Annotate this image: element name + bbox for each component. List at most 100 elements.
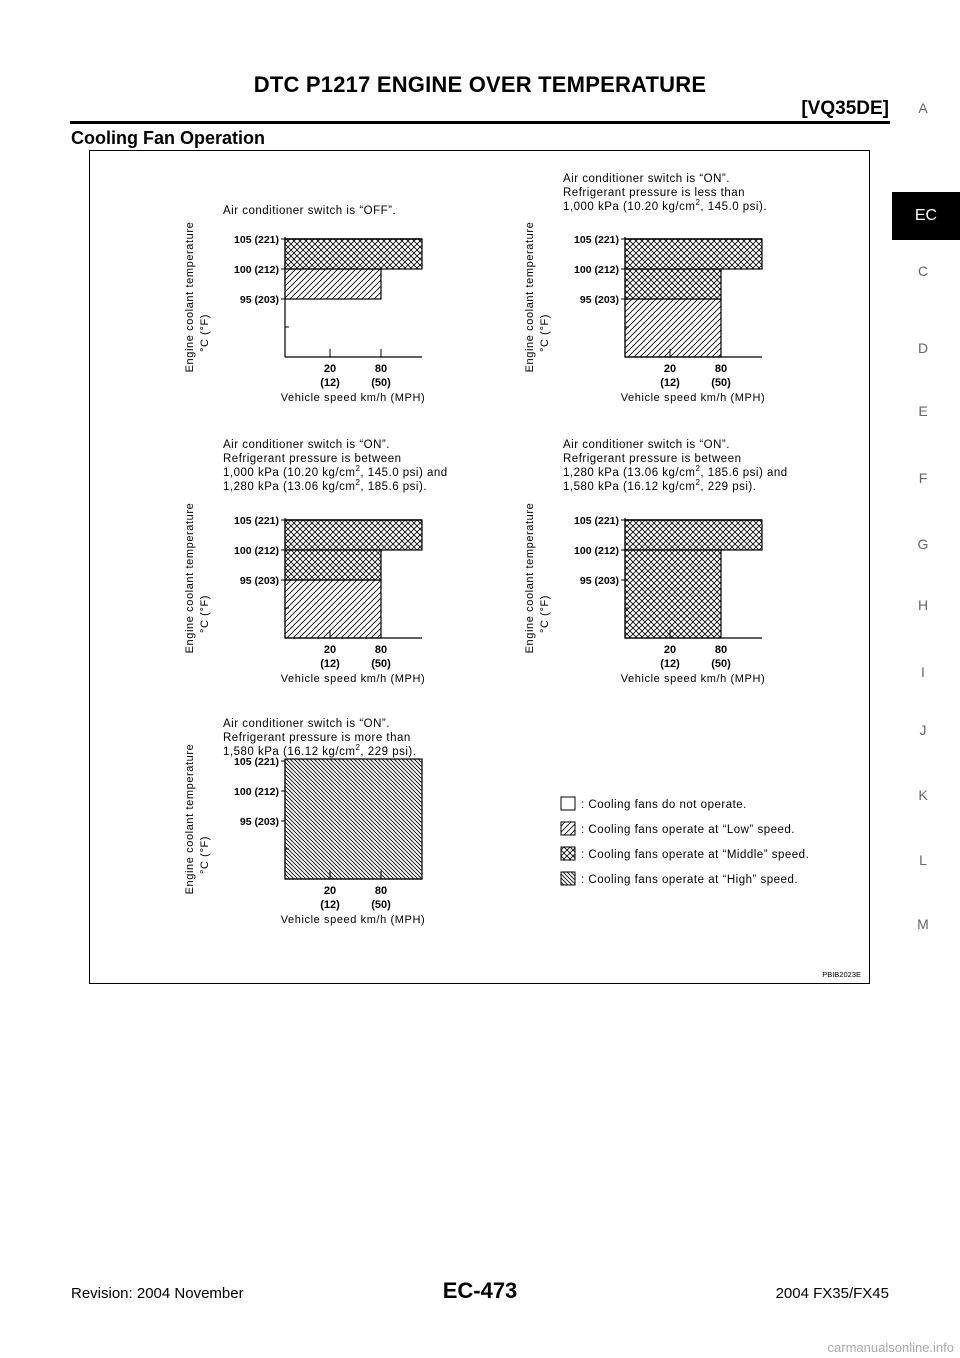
y-axis-label: Engine coolant temperature: [184, 744, 196, 895]
x-tick-label: 20: [664, 363, 676, 375]
x-tick-sublabel: (12): [320, 899, 340, 911]
y-tick-label: 95 (203): [580, 294, 619, 306]
side-tab-h[interactable]: H: [917, 597, 929, 613]
section-title: Cooling Fan Operation: [71, 128, 265, 148]
chart-condition-line: Air conditioner switch is “ON”.: [563, 439, 730, 451]
watermark: carmanualsonline.info: [827, 1340, 954, 1355]
y-tick-label: 95 (203): [580, 575, 619, 587]
fan-region-low: [284, 268, 382, 300]
x-tick-label: 80: [715, 363, 727, 375]
x-tick-label: 20: [664, 644, 676, 656]
x-tick-sublabel: (50): [711, 377, 731, 389]
side-tab-j[interactable]: J: [919, 722, 927, 738]
y-tick-label: 100 (212): [234, 545, 279, 557]
legend: : Cooling fans do not operate. : Cooling …: [560, 796, 809, 886]
fan-region-middle: [284, 549, 382, 581]
x-tick-sublabel: (12): [660, 377, 680, 389]
side-tab-k[interactable]: K: [918, 787, 928, 803]
chart-condition-line: Refrigerant pressure is between: [563, 453, 742, 465]
page-number: EC-473: [442, 1278, 518, 1303]
legend-label: : Cooling fans do not operate.: [581, 799, 747, 811]
x-axis-label: Vehicle speed km/h (MPH): [281, 914, 426, 926]
x-tick-sublabel: (50): [371, 658, 391, 670]
side-tab-g[interactable]: G: [917, 536, 929, 552]
cooling-fan-figure: 105 (221) 100 (212) 95 (203) 20 (12) 80 (50) Ve…: [89, 150, 870, 984]
fan-region-high: [284, 758, 423, 880]
side-tab-m[interactable]: M: [917, 916, 929, 932]
chart-condition-line: Refrigerant pressure is between: [223, 453, 402, 465]
x-tick-label: 20: [324, 885, 336, 897]
y-axis-unit: °C (°F): [539, 595, 551, 633]
figure-id: PBIB2023E: [822, 970, 861, 979]
x-tick-sublabel: (12): [320, 658, 340, 670]
x-tick-sublabel: (50): [711, 658, 731, 670]
x-axis-label: Vehicle speed km/h (MPH): [281, 392, 426, 404]
y-tick-label: 105 (221): [234, 234, 279, 246]
fan-region-middle: [624, 268, 722, 300]
x-tick-label: 80: [375, 363, 387, 375]
y-axis-label: Engine coolant temperature: [184, 222, 196, 373]
y-axis-unit: °C (°F): [199, 595, 211, 633]
legend-swatch-none: [560, 796, 576, 811]
side-tab-a[interactable]: A: [918, 100, 928, 116]
legend-swatch-middle: [560, 846, 576, 861]
y-axis-unit: °C (°F): [199, 836, 211, 874]
fan-region-middle: [624, 238, 763, 270]
fan-region-middle: [624, 519, 763, 551]
side-tab-d[interactable]: D: [917, 340, 929, 356]
y-tick-label: 95 (203): [240, 816, 279, 828]
y-tick-label: 100 (212): [234, 786, 279, 798]
y-tick-label: 95 (203): [240, 575, 279, 587]
chart-condition-line: Refrigerant pressure is more than: [223, 732, 411, 744]
fan-region-low: [624, 298, 722, 358]
x-tick-sublabel: (12): [660, 658, 680, 670]
fan-region-low: [284, 579, 382, 639]
chart-condition-line: Air conditioner switch is “ON”.: [563, 173, 730, 185]
header-rule: [70, 121, 890, 124]
y-tick-label: 100 (212): [234, 264, 279, 276]
chart-condition-line: 1,580 kPa (16.12 kg/cm2, 229 psi).: [223, 743, 416, 758]
side-tab-f[interactable]: F: [918, 470, 928, 486]
fan-region-middle: [284, 238, 423, 270]
y-tick-label: 105 (221): [234, 515, 279, 527]
side-tab-c[interactable]: C: [917, 263, 929, 279]
fan-region-middle: [624, 549, 722, 639]
y-axis-label: Engine coolant temperature: [524, 503, 536, 654]
legend-swatch-high: [560, 871, 576, 886]
x-axis-label: Vehicle speed km/h (MPH): [621, 673, 766, 685]
x-tick-sublabel: (50): [371, 377, 391, 389]
y-axis-unit: °C (°F): [539, 314, 551, 352]
page-title: DTC P1217 ENGINE OVER TEMPERATURE: [253, 72, 707, 97]
x-tick-label: 20: [324, 363, 336, 375]
side-tab-e[interactable]: E: [918, 403, 928, 419]
x-axis-label: Vehicle speed km/h (MPH): [621, 392, 766, 404]
cooling-fan-charts: 105 (221) 100 (212) 95 (203) 20 (12) 80 (50) Ve…: [184, 173, 809, 926]
x-tick-sublabel: (12): [320, 377, 340, 389]
chart-condition-line: Air conditioner switch is “OFF”.: [223, 205, 396, 217]
legend-label: : Cooling fans operate at “Middle” speed…: [581, 849, 809, 861]
engine-code: [VQ35DE]: [801, 98, 889, 119]
chart-condition-line: 1,580 kPa (16.12 kg/cm2, 229 psi).: [563, 478, 756, 493]
y-tick-label: 100 (212): [574, 264, 619, 276]
y-axis-label: Engine coolant temperature: [184, 503, 196, 654]
side-tab-i[interactable]: I: [921, 664, 925, 680]
chart-4: 105 (221) 100 (212) 95 (203) 20 (12) 80 (50) Ve…: [524, 439, 788, 685]
chart-2: 105 (221) 100 (212) 95 (203) 20 (12) 80 (50) Ve…: [524, 173, 767, 404]
x-tick-label: 80: [375, 644, 387, 656]
legend-label: : Cooling fans operate at “Low” speed.: [581, 824, 795, 836]
y-tick-label: 105 (221): [574, 515, 619, 527]
chart-condition-line: 1,280 kPa (13.06 kg/cm2, 185.6 psi) and: [563, 464, 788, 479]
chart-condition-line: Air conditioner switch is “ON”.: [223, 718, 390, 730]
x-tick-sublabel: (50): [371, 899, 391, 911]
x-tick-label: 80: [375, 885, 387, 897]
revision-text: Revision: 2004 November: [71, 1285, 244, 1302]
chart-condition-line: 1,000 kPa (10.20 kg/cm2, 145.0 psi) and: [223, 464, 448, 479]
legend-swatch-low: [560, 821, 576, 836]
model-text: 2004 FX35/FX45: [775, 1285, 889, 1302]
side-tab-ec[interactable]: EC: [892, 192, 960, 240]
chart-5: 105 (221) 100 (212) 95 (203) 20 (12) 80 (50) Ve…: [184, 718, 425, 926]
chart-condition-line: 1,000 kPa (10.20 kg/cm2, 145.0 psi).: [563, 198, 767, 213]
side-tab-l[interactable]: L: [919, 852, 927, 868]
chart-3: 105 (221) 100 (212) 95 (203) 20 (12) 80 (50) Ve…: [184, 439, 448, 685]
chart-condition-line: 1,280 kPa (13.06 kg/cm2, 185.6 psi).: [223, 478, 427, 493]
